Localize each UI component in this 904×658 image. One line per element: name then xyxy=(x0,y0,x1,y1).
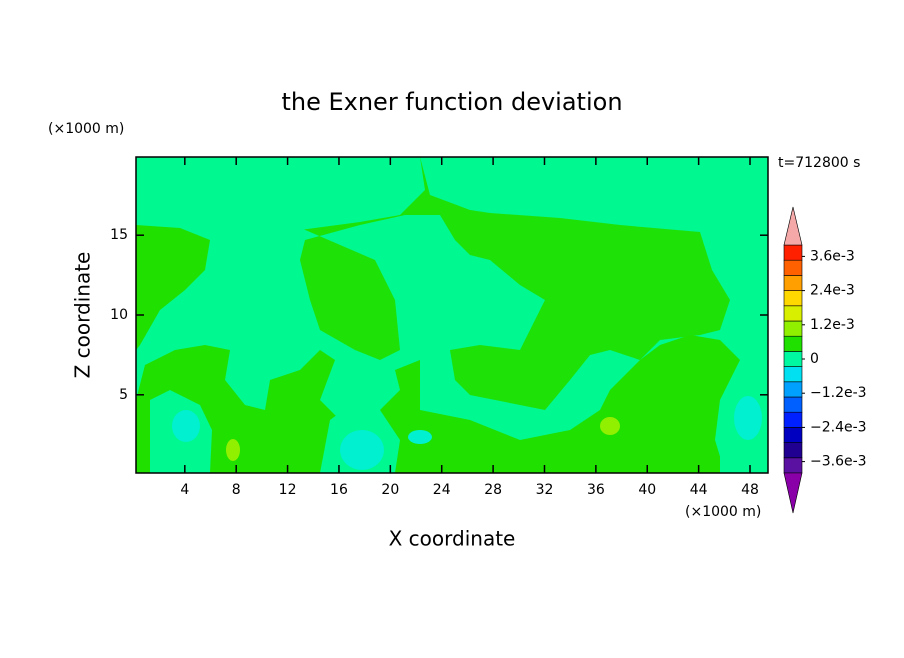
contour-region xyxy=(136,335,740,473)
x-tick-label: 24 xyxy=(433,482,451,498)
colorbar-bin xyxy=(783,290,803,307)
y-unit: (×1000 m) xyxy=(48,121,124,137)
x-tick-label: 36 xyxy=(587,482,605,498)
x-tick-label: 12 xyxy=(279,482,297,498)
chart-title: the Exner function deviation xyxy=(281,88,622,116)
x-tick-label: 8 xyxy=(232,482,241,498)
y-tick-label: 15 xyxy=(110,227,128,243)
x-tick-label: 28 xyxy=(484,482,502,498)
x-tick-label: 20 xyxy=(381,482,399,498)
colorbar-bin xyxy=(783,457,803,474)
colorbar-tick-label: 2.4e-3 xyxy=(810,283,855,299)
colorbar-bin xyxy=(783,381,803,398)
contour-region xyxy=(136,157,425,230)
x-tick-label: 4 xyxy=(180,482,189,498)
colorbar-tick-label: −3.6e-3 xyxy=(810,454,867,470)
contour-region xyxy=(408,430,432,444)
colorbar-tick-label: 1.2e-3 xyxy=(810,317,855,333)
contour-region xyxy=(226,439,240,461)
colorbar-tick-label: 3.6e-3 xyxy=(810,248,855,264)
y-tick-label: 5 xyxy=(119,387,128,403)
contour-field xyxy=(136,157,768,473)
colorbar-tick-label: −2.4e-3 xyxy=(810,419,867,435)
x-unit: (×1000 m) xyxy=(685,504,761,520)
colorbar-bin xyxy=(783,259,803,276)
contour-region xyxy=(136,157,210,350)
colorbar-bin xyxy=(783,442,803,459)
colorbar-tick-label: 0 xyxy=(810,351,819,367)
x-tick-label: 40 xyxy=(638,482,656,498)
colorbar-bin xyxy=(783,244,803,261)
colorbar-tick-label: −1.2e-3 xyxy=(810,385,867,401)
contour-region xyxy=(172,410,200,442)
x-tick-label: 32 xyxy=(536,482,554,498)
colorbar-bin xyxy=(783,351,803,367)
contour-region xyxy=(340,430,384,470)
annotation: t=712800 s xyxy=(778,155,860,171)
x-tick-label: 16 xyxy=(330,482,348,498)
colorbar-bin xyxy=(783,320,803,337)
colorbar-bin xyxy=(783,396,803,413)
x-tick-label: 48 xyxy=(741,482,759,498)
x-axis-label: X coordinate xyxy=(389,527,516,551)
colorbar-over xyxy=(783,206,803,246)
contour-region xyxy=(600,417,620,435)
colorbar-bin xyxy=(783,335,803,352)
colorbar-bin xyxy=(783,427,803,443)
y-tick-label: 10 xyxy=(110,307,128,323)
colorbar-bin xyxy=(783,275,803,291)
colorbar-under xyxy=(783,472,803,514)
x-tick-label: 44 xyxy=(690,482,708,498)
y-axis-label: Z coordinate xyxy=(71,252,95,379)
colorbar-bin xyxy=(783,305,803,322)
colorbar-bin xyxy=(783,411,803,428)
contour-region xyxy=(743,168,767,188)
contour-region xyxy=(734,396,762,440)
colorbar-bin xyxy=(783,366,803,383)
